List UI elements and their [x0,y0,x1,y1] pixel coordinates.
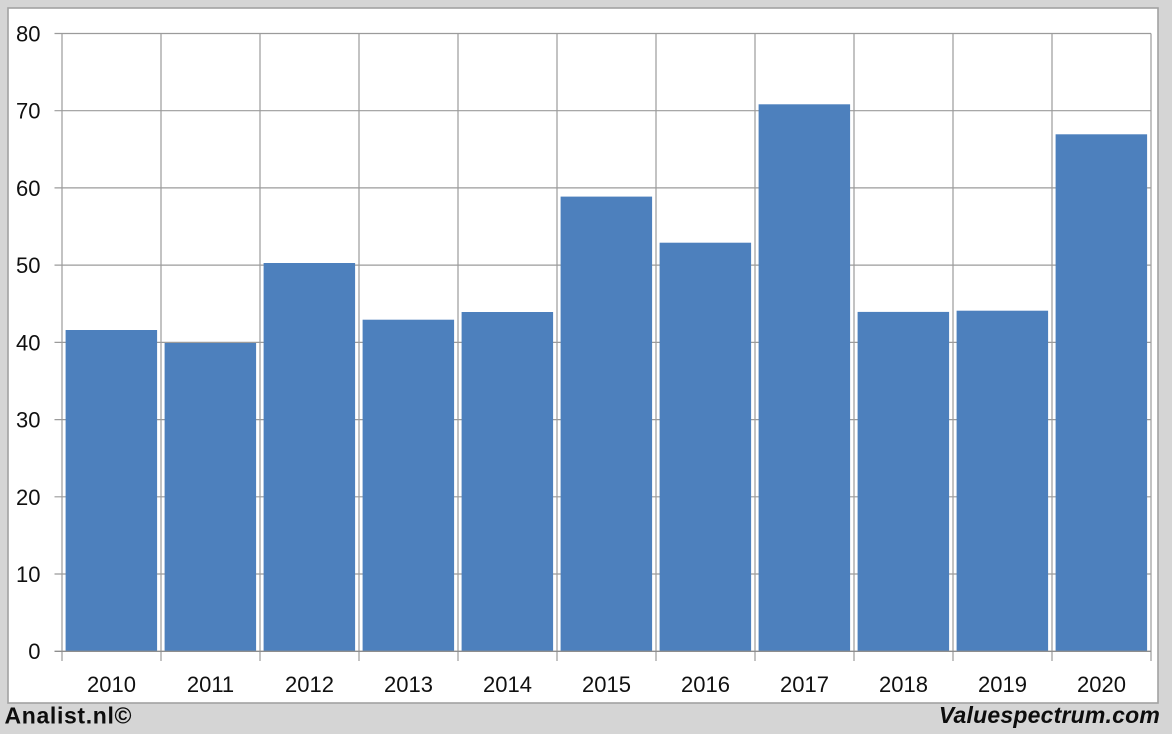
svg-text:50: 50 [16,253,40,278]
svg-text:2012: 2012 [285,672,334,697]
svg-text:60: 60 [16,176,40,201]
svg-text:2016: 2016 [681,672,730,697]
svg-text:2020: 2020 [1077,672,1126,697]
svg-text:2013: 2013 [384,672,433,697]
svg-text:2019: 2019 [978,672,1027,697]
svg-text:Valuespectrum.com: Valuespectrum.com [939,702,1160,728]
svg-text:10: 10 [16,562,40,587]
svg-text:80: 80 [16,22,40,47]
svg-text:70: 70 [16,99,40,124]
svg-text:40: 40 [16,330,40,355]
svg-text:2011: 2011 [187,672,234,697]
svg-text:30: 30 [16,408,40,433]
svg-text:2010: 2010 [87,672,136,697]
svg-text:Analist.nl©: Analist.nl© [5,703,133,729]
svg-text:2017: 2017 [780,672,829,697]
svg-text:2018: 2018 [879,672,928,697]
svg-text:20: 20 [16,485,40,510]
svg-text:2015: 2015 [582,672,631,697]
svg-text:0: 0 [28,639,40,664]
svg-text:2014: 2014 [483,672,532,697]
